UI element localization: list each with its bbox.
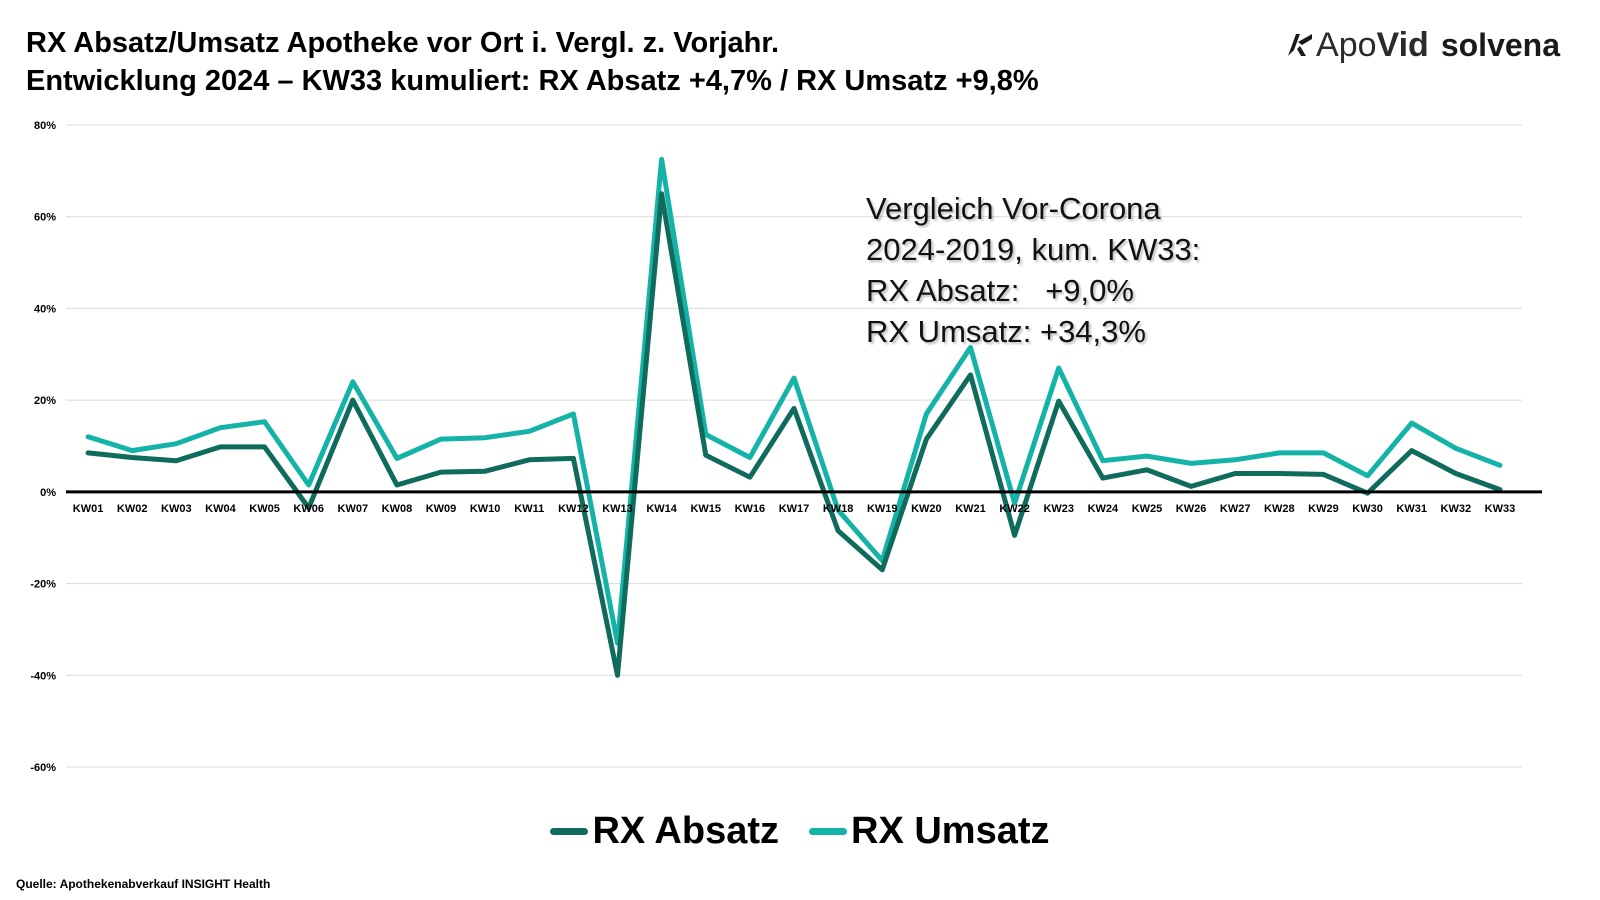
series-line-absatz xyxy=(85,191,1503,678)
x-tick-label: KW18 xyxy=(823,503,854,515)
x-tick-label: KW26 xyxy=(1176,503,1207,515)
x-tick-label: KW08 xyxy=(382,503,413,515)
x-tick-label: KW21 xyxy=(955,503,986,515)
x-tick-label: KW12 xyxy=(558,503,589,515)
page-title: RX Absatz/Umsatz Apotheke vor Ort i. Ver… xyxy=(26,24,1039,100)
y-tick-label: -60% xyxy=(30,762,56,774)
x-tick-label: KW30 xyxy=(1352,503,1383,515)
x-axis-tick-labels: KW01 KW02 KW03 KW04 KW05 KW06 KW07 KW08 KW09 KW10… xyxy=(73,503,1515,515)
x-tick-label: KW23 xyxy=(1043,503,1074,515)
x-tick-label: KW31 xyxy=(1396,503,1427,515)
x-tick-label: KW01 xyxy=(73,503,104,515)
apovid-prefix: Apo xyxy=(1316,25,1377,64)
title-line-1: RX Absatz/Umsatz Apotheke vor Ort i. Ver… xyxy=(26,27,780,59)
x-tick-label: KW17 xyxy=(779,503,810,515)
apovid-logo: Apo Vid xyxy=(1286,26,1429,65)
apovid-suffix: Vid xyxy=(1376,25,1429,64)
x-tick-label: KW14 xyxy=(646,503,677,515)
y-tick-label: 20% xyxy=(34,395,56,407)
series-line-umsatz xyxy=(85,156,1503,646)
x-tick-label: KW10 xyxy=(470,503,501,515)
annotation-line-2: 2024-2019, kum. KW33: xyxy=(866,232,1201,267)
y-tick-label: -20% xyxy=(30,579,56,591)
x-tick-label: KW27 xyxy=(1220,503,1251,515)
annotation-line-3: RX Absatz: +9,0% xyxy=(866,273,1134,308)
x-tick-label: KW06 xyxy=(293,503,324,515)
x-tick-label: KW29 xyxy=(1308,503,1339,515)
x-tick-label: KW22 xyxy=(999,503,1030,515)
y-tick-label: 60% xyxy=(34,212,56,224)
source-note: Quelle: Apothekenabverkauf INSIGHT Healt… xyxy=(16,877,271,891)
legend-swatch-umsatz xyxy=(809,828,847,835)
x-tick-label: KW25 xyxy=(1132,503,1163,515)
solvena-logo: solvena xyxy=(1440,26,1560,63)
x-tick-label: KW02 xyxy=(117,503,148,515)
x-tick-label: KW32 xyxy=(1441,503,1472,515)
x-tick-label: KW07 xyxy=(338,503,369,515)
y-tick-label: 40% xyxy=(34,303,56,315)
x-tick-label: KW20 xyxy=(911,503,942,515)
annotation-line-1: Vergleich Vor-Corona xyxy=(866,191,1161,226)
x-tick-label: KW24 xyxy=(1088,503,1119,515)
y-tick-label: 0% xyxy=(40,487,56,499)
x-tick-label: KW16 xyxy=(735,503,766,515)
x-tick-label: KW11 xyxy=(514,503,544,515)
x-tick-label: KW15 xyxy=(690,503,721,515)
y-tick-label: 80% xyxy=(34,120,56,132)
brand-logos: Apo Vid solvena xyxy=(1286,22,1560,68)
y-tick-label: -40% xyxy=(30,670,56,682)
x-tick-label: KW28 xyxy=(1264,503,1295,515)
apovid-mark-icon xyxy=(1288,34,1313,56)
legend-item-umsatz: RX Umsatz xyxy=(809,810,1050,853)
x-tick-label: KW04 xyxy=(205,503,236,515)
x-tick-label: KW09 xyxy=(426,503,457,515)
legend-item-absatz: RX Absatz xyxy=(550,810,779,853)
chart-legend: RX Absatz RX Umsatz xyxy=(0,810,1600,853)
annotation-line-4: RX Umsatz: +34,3% xyxy=(866,314,1146,349)
legend-label-umsatz: RX Umsatz xyxy=(851,810,1050,852)
x-tick-label: KW05 xyxy=(249,503,280,515)
title-line-2: Entwicklung 2024 – KW33 kumuliert: RX Ab… xyxy=(26,65,1039,97)
pre-corona-comparison-note: Vergleich Vor-Corona 2024-2019, kum. KW3… xyxy=(866,188,1200,352)
legend-label-absatz: RX Absatz xyxy=(592,810,779,852)
x-tick-label: KW33 xyxy=(1485,503,1516,515)
x-tick-label: KW03 xyxy=(161,503,192,515)
legend-swatch-absatz xyxy=(550,828,589,835)
series-lines xyxy=(85,156,1503,678)
x-tick-label: KW13 xyxy=(602,503,633,515)
y-axis-tick-labels: 80% 60% 40% 20% 0% -20% -40% -60% xyxy=(30,120,56,774)
x-tick-label: KW19 xyxy=(867,503,898,515)
grid-lines xyxy=(66,124,1522,768)
